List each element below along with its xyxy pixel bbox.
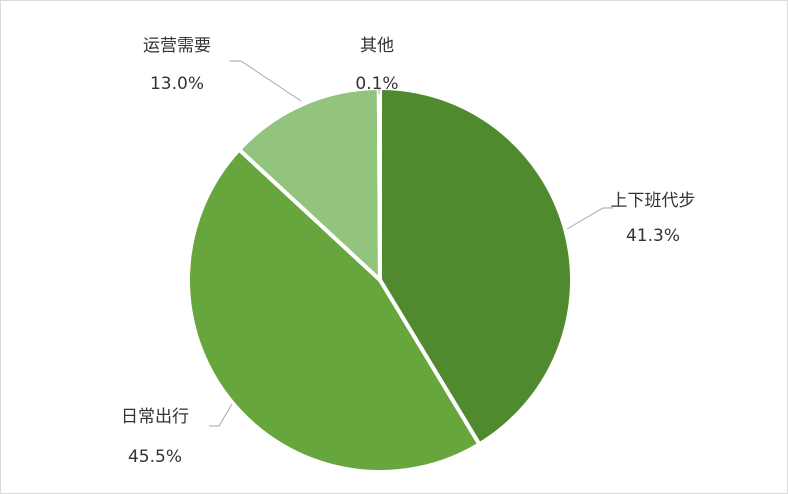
label-operation-value: 13.0% [150,74,204,94]
slice-commute [378,86,574,447]
leader-daily [209,403,233,427]
pie-slices [186,86,574,474]
label-daily-name: 日常出行 [121,407,189,427]
leader-lines [209,60,613,427]
label-daily-value: 45.5% [128,447,182,467]
slice-other [376,86,382,282]
label-operation-name: 运营需要 [143,36,211,56]
label-commute-name: 上下班代步 [611,191,696,211]
slice-daily [186,147,482,474]
label-other-value: 0.1% [355,74,398,94]
leader-operation [229,60,302,102]
label-other-name: 其他 [360,36,394,56]
leader-commute [566,207,613,230]
slice-operation [237,86,382,282]
label-commute-value: 41.3% [626,226,680,246]
